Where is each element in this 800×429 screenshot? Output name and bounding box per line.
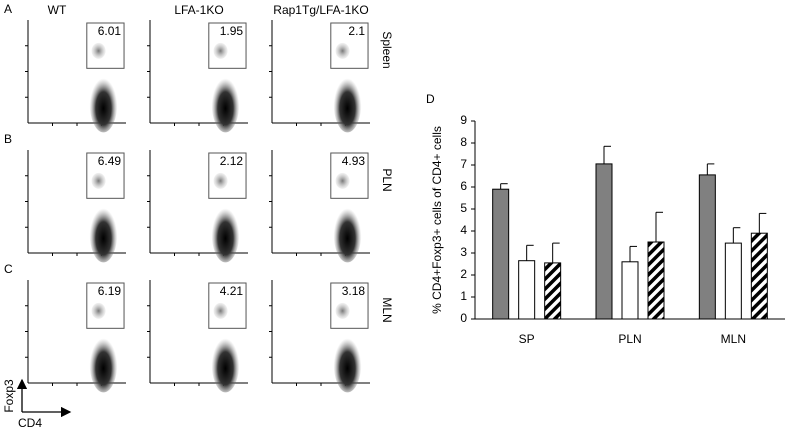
panel-label: A	[4, 2, 12, 16]
column-header: WT	[48, 3, 67, 17]
gate-value: 4.21	[220, 284, 244, 298]
cd4-axis: Foxp3 CD4	[2, 378, 72, 429]
gate-value: 1.95	[220, 24, 244, 38]
gate	[86, 22, 125, 69]
tissue-label: PLN	[380, 168, 394, 191]
cell-population	[333, 332, 362, 393]
gate	[86, 152, 125, 199]
tissue-label: Spleen	[380, 31, 394, 68]
gate-value: 3.18	[342, 284, 366, 298]
gate	[208, 282, 247, 329]
y-tick-label: 2	[460, 267, 467, 281]
gate	[330, 22, 369, 69]
panel-label: D	[426, 92, 435, 106]
bar	[750, 232, 768, 320]
tissue-label: MLN	[380, 297, 394, 322]
cell-population	[89, 332, 118, 393]
flow-y-label: Foxp3	[2, 379, 16, 413]
bar	[698, 174, 716, 320]
gate-value: 6.19	[98, 284, 122, 298]
cell-population	[333, 202, 362, 263]
gate-value: 2.1	[348, 24, 365, 38]
flow-x-label: CD4	[18, 416, 42, 429]
treg-population	[335, 302, 350, 319]
y-tick-label: 6	[460, 179, 467, 193]
y-tick-label: 9	[460, 113, 467, 127]
gate-value: 2.12	[220, 154, 244, 168]
gate-value: 4.93	[342, 154, 366, 168]
gate-value: 6.01	[98, 24, 122, 38]
treg-population	[213, 172, 228, 189]
gate-value: 6.49	[98, 154, 122, 168]
y-tick-label: 4	[460, 223, 467, 237]
treg-population	[91, 42, 106, 59]
bar	[724, 242, 742, 320]
treg-population	[335, 172, 350, 189]
y-tick-label: 1	[460, 289, 467, 303]
gate	[330, 282, 369, 329]
cell-population	[211, 332, 240, 393]
cell-population	[89, 72, 118, 133]
gate	[208, 152, 247, 199]
bar	[492, 188, 510, 320]
treg-population	[91, 302, 106, 319]
y-tick-label: 5	[460, 201, 467, 215]
x-tick-label: SP	[519, 332, 535, 346]
y-axis-label: % CD4+Foxp3+ cells of CD4+ cells	[430, 126, 444, 314]
y-tick-label: 8	[460, 135, 467, 149]
bar	[621, 261, 639, 320]
y-tick-label: 7	[460, 157, 467, 171]
bar	[647, 241, 665, 320]
y-tick-label: 0	[460, 311, 467, 325]
cell-population	[89, 202, 118, 263]
bar	[595, 163, 613, 320]
treg-population	[213, 302, 228, 319]
column-header: Rap1Tg/LFA-1KO	[273, 3, 368, 17]
panel-label: C	[4, 262, 13, 276]
treg-population	[91, 172, 106, 189]
column-header: LFA-1KO	[174, 3, 223, 17]
cell-population	[211, 72, 240, 133]
cell-population	[211, 202, 240, 263]
treg-population	[213, 42, 228, 59]
y-tick-label: 3	[460, 245, 467, 259]
gate	[208, 22, 247, 69]
treg-population	[335, 42, 350, 59]
bar	[518, 260, 536, 320]
gate	[86, 282, 125, 329]
bar	[544, 262, 562, 320]
x-tick-label: MLN	[721, 332, 746, 346]
x-tick-label: PLN	[618, 332, 641, 346]
panel-label: B	[4, 132, 12, 146]
cell-population	[333, 72, 362, 133]
gate	[330, 152, 369, 199]
